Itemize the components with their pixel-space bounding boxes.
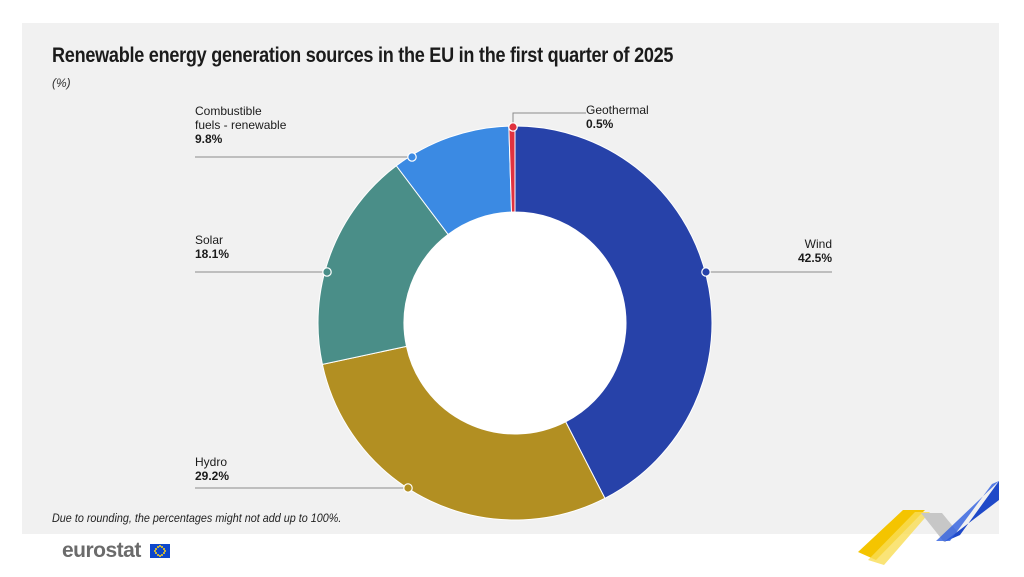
slice-value-geothermal: 0.5% <box>586 117 614 131</box>
unit-label: (%) <box>52 76 71 90</box>
label-dot-wind <box>701 267 711 277</box>
slice-label-combustible-fuels-renewable-2: fuels - renewable <box>195 118 287 132</box>
slice-label-wind: Wind <box>805 237 832 251</box>
footnote: Due to rounding, the percentages might n… <box>52 511 342 525</box>
slice-value-solar: 18.1% <box>195 247 229 261</box>
slice-label-solar: Solar <box>195 233 223 247</box>
slice-value-wind: 42.5% <box>798 251 832 265</box>
donut-hole <box>404 212 626 434</box>
slice-value-combustible-fuels-renewable: 9.8% <box>195 132 223 146</box>
label-dot-hydro <box>403 483 413 493</box>
slice-label-combustible-fuels-renewable-1: Combustible <box>195 104 262 118</box>
label-dot-geothermal <box>508 122 518 132</box>
chart-title: Renewable energy generation sources in t… <box>52 44 674 67</box>
slice-value-hydro: 29.2% <box>195 469 229 483</box>
eurostat-logo: eurostat <box>62 539 141 562</box>
slice-label-geothermal: Geothermal <box>586 103 649 117</box>
eu-flag-icon <box>150 544 170 558</box>
slice-label-hydro: Hydro <box>195 455 227 469</box>
label-dot-solar <box>322 267 332 277</box>
label-dot-combustible-fuels-renewable <box>407 152 417 162</box>
